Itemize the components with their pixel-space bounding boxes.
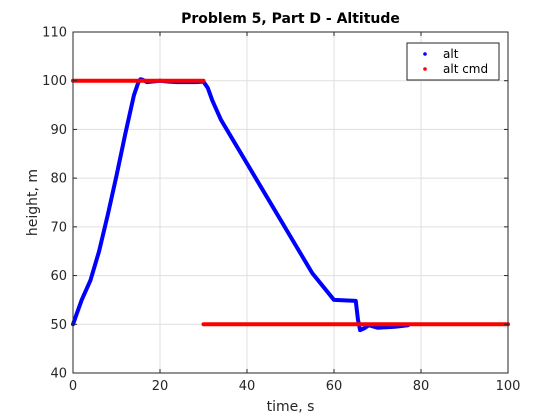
plot-border <box>72 31 509 374</box>
chart-title: Problem 5, Part D - Altitude <box>181 11 400 27</box>
x-tick-label: 100 <box>496 379 521 394</box>
y-tick-label: 80 <box>50 172 67 187</box>
axis-ticks: 0 20 40 60 80 100 40 50 60 70 80 90 100 110 <box>42 26 520 395</box>
y-tick-label: 40 <box>50 367 67 382</box>
y-tick-label: 100 <box>42 74 67 89</box>
x-tick-label: 60 <box>326 379 343 394</box>
legend-label: alt <box>443 47 459 61</box>
series-alt-cmd <box>71 78 510 327</box>
legend-box <box>406 42 500 81</box>
legend-marker <box>423 52 427 56</box>
x-tick-label: 80 <box>413 379 430 394</box>
series-layer <box>71 77 510 333</box>
y-tick-label: 50 <box>50 318 67 333</box>
legend-marker <box>423 67 427 71</box>
x-tick-label: 20 <box>152 379 169 394</box>
y-tick-label: 60 <box>50 269 67 284</box>
x-tick-label: 0 <box>69 379 77 394</box>
y-tick-label: 110 <box>42 26 67 41</box>
x-axis-label: time, s <box>267 399 315 415</box>
x-tick-label: 40 <box>239 379 256 394</box>
y-tick-label: 70 <box>50 220 67 235</box>
plot-area <box>73 32 508 373</box>
y-tick-label: 90 <box>50 123 67 138</box>
y-axis-label: height, m <box>25 169 41 236</box>
legend-label: alt cmd <box>443 62 488 76</box>
